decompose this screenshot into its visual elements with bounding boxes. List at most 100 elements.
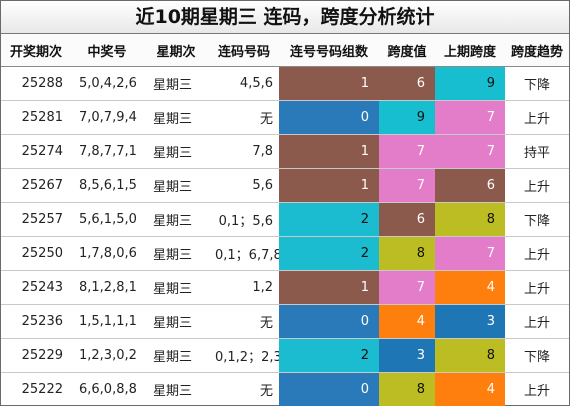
weekday-cell: 星期三	[143, 236, 209, 271]
prev-span-cell: 4	[435, 372, 505, 406]
issue-cell: 25281	[1, 100, 71, 135]
prev-span-cell: 4	[435, 270, 505, 305]
issue-cell: 25274	[1, 134, 71, 169]
header-trend: 跨度趋势	[505, 34, 569, 67]
header-number: 中奖号	[71, 34, 143, 67]
number-cell: 5,0,4,2,6	[71, 66, 143, 101]
table-row: 25236 1,5,1,1,1 星期三无 0 4 3 上升	[1, 304, 569, 339]
consec-cell: 5,6	[209, 168, 279, 203]
weekday-cell: 星期三	[143, 66, 209, 101]
groups-cell: 2	[279, 236, 379, 271]
number-cell: 6,6,0,8,8	[79, 382, 137, 397]
span-cell: 4	[379, 304, 435, 339]
groups-cell: 1	[279, 270, 379, 305]
trend-cell: 上升	[505, 236, 569, 271]
header-row: 开奖期次 中奖号 星期次 连码号码 连号号码组数 跨度值 上期跨度 跨度趋势	[1, 34, 569, 67]
span-cell: 7	[379, 168, 435, 203]
table-row: 25281 7,0,7,9,4 星期三无 0 9 7 上升	[1, 100, 569, 135]
span-cell: 8	[379, 372, 435, 406]
prev-span-cell: 9	[435, 66, 505, 101]
weekday-cell: 星期三	[143, 304, 209, 339]
issue-cell: 25229	[1, 338, 71, 373]
consec-cell: 无	[209, 100, 279, 135]
table-row: 25250 1,7,8,0,6 星期三 0,1；6,7,8 2 8 7 上升	[1, 236, 569, 271]
groups-cell: 2	[279, 202, 379, 237]
issue-cell: 25250	[1, 236, 71, 271]
consec-cell: 0,1；5,6	[209, 202, 279, 237]
weekday-cell: 星期三	[143, 100, 209, 135]
issue-cell: 25257	[1, 202, 71, 237]
header-prev-span: 上期跨度	[435, 34, 505, 67]
table-row: 25267 8,5,6,1,5 星期三 5,6 1 7 6 上升	[1, 168, 569, 203]
consec-cell: 1,2	[209, 270, 279, 305]
weekday-cell: 星期三	[143, 338, 209, 373]
trend-cell: 下降	[505, 202, 569, 237]
groups-cell: 0	[279, 372, 379, 406]
consec-cell: 0,1,2；2,3	[209, 338, 279, 373]
trend-cell: 下降	[505, 338, 569, 373]
header-issue: 开奖期次	[1, 34, 71, 67]
number-cell: 1,5,1,1,1	[71, 304, 143, 339]
span-cell: 9	[379, 100, 435, 135]
groups-cell: 1	[279, 66, 379, 101]
trend-cell: 上升	[505, 304, 569, 339]
prev-span-cell: 6	[435, 168, 505, 203]
consec-cell: 无	[259, 384, 273, 399]
groups-cell: 1	[279, 168, 379, 203]
span-cell: 7	[379, 270, 435, 305]
trend-cell: 上升	[505, 100, 569, 135]
span-cell: 7	[379, 134, 435, 169]
prev-span-cell: 3	[435, 304, 505, 339]
span-cell: 6	[379, 202, 435, 237]
weekday-cell: 星期三	[143, 202, 209, 237]
span-cell: 8	[379, 236, 435, 271]
trend-cell: 持平	[505, 134, 569, 169]
weekday-cell: 星期三	[143, 168, 209, 203]
header-groups: 连号号码组数	[279, 34, 379, 67]
trend-cell: 下降	[505, 66, 569, 101]
span-cell: 6	[379, 66, 435, 101]
table-row: 25288 5,0,4,2,6 星期三 4,5,6 1 6 9 下降	[1, 66, 569, 101]
number-cell: 7,0,7,9,4	[71, 100, 143, 135]
table-row: 25222 6,6,0,8,8 星期三 无 0 8 4 上升	[1, 372, 569, 406]
groups-cell: 1	[279, 134, 379, 169]
issue-cell: 25222	[21, 382, 63, 397]
groups-cell: 0	[279, 100, 379, 135]
number-cell: 1,2,3,0,2	[71, 338, 143, 373]
weekday-cell: 星期三	[143, 270, 209, 305]
number-cell: 8,5,6,1,5	[71, 168, 143, 203]
page-title: 近10期星期三 连码，跨度分析统计	[1, 1, 569, 34]
table-row: 25229 1,2,3,0,2 星期三 0,1,2；2,3 2 3 8 下降	[1, 338, 569, 373]
weekday-cell: 星期三	[143, 134, 209, 169]
span-cell: 3	[379, 338, 435, 373]
stats-table: 开奖期次 中奖号 星期次 连码号码 连号号码组数 跨度值 上期跨度 跨度趋势 2…	[1, 34, 569, 406]
prev-span-cell: 8	[435, 202, 505, 237]
prev-span-cell: 8	[435, 338, 505, 373]
prev-span-cell: 7	[435, 100, 505, 135]
groups-cell: 2	[279, 338, 379, 373]
table-row: 25274 7,8,7,7,1 星期三 7,8 1 7 7 持平	[1, 134, 569, 169]
issue-cell: 25236	[1, 304, 71, 339]
table-row: 25257 5,6,1,5,0 星期三 0,1；5,6 2 6 8 下降	[1, 202, 569, 237]
number-cell: 8,1,2,8,1	[71, 270, 143, 305]
consec-cell: 7,8	[209, 134, 279, 169]
number-cell: 5,6,1,5,0	[71, 202, 143, 237]
groups-cell: 0	[279, 304, 379, 339]
number-cell: 1,7,8,0,6	[71, 236, 143, 271]
issue-cell: 25243	[1, 270, 71, 305]
table-row: 25243 8,1,2,8,1 星期三 1,2 1 7 4 上升	[1, 270, 569, 305]
consec-cell: 0,1；6,7,8	[209, 236, 279, 271]
weekday-cell: 星期三	[153, 384, 193, 399]
issue-cell: 25267	[1, 168, 71, 203]
consec-cell: 4,5,6	[209, 66, 279, 101]
trend-cell: 上升	[505, 270, 569, 305]
number-cell: 7,8,7,7,1	[71, 134, 143, 169]
trend-cell: 上升	[505, 168, 569, 203]
prev-span-cell: 7	[435, 236, 505, 271]
trend-cell: 上升	[523, 384, 550, 399]
header-span: 跨度值	[379, 34, 435, 67]
header-consec: 连码号码	[209, 34, 279, 67]
issue-cell: 25288	[1, 66, 71, 101]
header-weekday: 星期次	[143, 34, 209, 67]
